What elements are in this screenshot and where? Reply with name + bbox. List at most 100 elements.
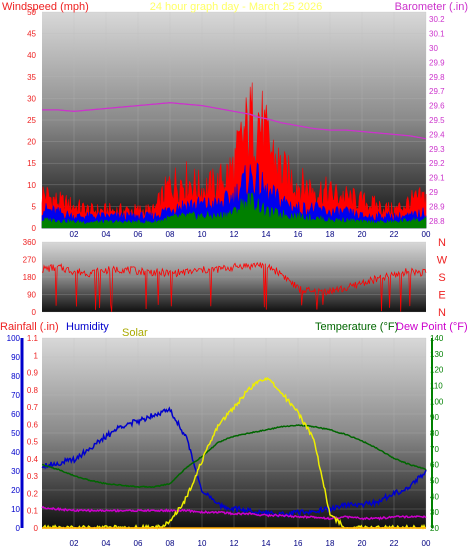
wind-x-tick-label: 10: [198, 230, 207, 239]
temp-tick-label: 50: [430, 477, 439, 486]
wind-tick-label: 40: [27, 51, 36, 60]
temp-tick-label: 130: [430, 350, 444, 359]
humidity-tick-label: 50: [11, 429, 20, 438]
rain-tick-label: 0.4: [27, 455, 39, 464]
temp-x-tick-label: 20: [358, 539, 367, 548]
wind-x-tick-label: 14: [262, 230, 271, 239]
temp-tick-label: 70: [430, 445, 439, 454]
wind-tick-label: 50: [27, 8, 36, 17]
baro-tick-label: 29.3: [429, 145, 445, 154]
wind-tick-label: 30: [27, 94, 36, 103]
temp-tick-label: 140: [430, 334, 444, 343]
direction-trace: [42, 261, 427, 313]
wind-series: [41, 82, 427, 229]
rain-tick-label: 0.1: [27, 507, 39, 516]
direction-tick-label: 0: [32, 308, 37, 317]
direction-grid: [42, 241, 426, 313]
direction-tick-label: 360: [23, 238, 37, 247]
baro-tick-label: 28.8: [429, 217, 445, 226]
compass-label: N: [438, 307, 446, 319]
compass-label: W: [437, 255, 448, 267]
humidity-line: [41, 406, 427, 519]
baro-tick-label: 29.8: [429, 73, 445, 82]
baro-tick-label: 29.2: [429, 159, 445, 168]
direction-series: [42, 261, 427, 313]
temp-ticks: 010203040506070809010000.10.20.30.40.50.…: [7, 334, 444, 548]
direction-tick-label: 90: [27, 291, 36, 300]
wind-tick-label: 0: [32, 224, 37, 233]
temp-tick-label: 90: [430, 413, 439, 422]
wind-x-tick-label: 00: [422, 230, 431, 239]
temp-x-tick-label: 18: [326, 539, 335, 548]
temp-tick-label: 20: [430, 524, 439, 533]
baro-tick-label: 30.1: [429, 30, 445, 39]
wind-tick-label: 15: [27, 159, 36, 168]
wind-x-tick-label: 08: [166, 230, 175, 239]
temperature-line: [41, 424, 427, 489]
direction-tick-label: 180: [23, 273, 37, 282]
rain-tick-label: 1: [34, 351, 39, 360]
wind-left-ticks: 0 5 10 15 20 25 30 35 40 45 50: [27, 8, 36, 233]
baro-tick-label: 29: [429, 188, 438, 197]
humidity-tick-label: 80: [11, 372, 20, 381]
humidity-tick-label: 60: [11, 410, 20, 419]
temp-x-tick-label: 06: [134, 539, 143, 548]
legend-rainfall: Rainfall (.in): [0, 321, 59, 333]
legend-temperature: Temperature (°F): [315, 321, 398, 333]
temp-x-tick-label: 00: [422, 539, 431, 548]
baro-tick-label: 29.1: [429, 174, 445, 183]
temp-x-tick-label: 14: [262, 539, 271, 548]
temp-x-tick-label: 08: [166, 539, 175, 548]
wind-x-tick-label: 12: [230, 230, 239, 239]
rain-tick-label: 0.6: [27, 420, 39, 429]
legend-solar: Solar: [122, 327, 148, 339]
wind-x-tick-label: 16: [294, 230, 303, 239]
barometer-line: [42, 102, 427, 140]
wind-gust-area: [41, 82, 427, 229]
temp-x-tick-label: 04: [102, 539, 111, 548]
baro-right-ticks: 28.8 28.9 29 29.1 29.2 29.3 29.4 29.5 29.6 29.7 29…: [429, 15, 445, 226]
humidity-tick-label: 40: [11, 448, 20, 457]
compass-label: N: [438, 237, 446, 249]
wind-tick-label: 45: [27, 30, 36, 39]
wind-x-tick-label: 18: [326, 230, 335, 239]
temp-tick-label: 110: [430, 382, 443, 391]
wind-x-ticks: 02 04 06 08 10 12 14 16 18 20 22 00: [70, 230, 431, 239]
wind-tick-label: 20: [27, 138, 36, 147]
legend-dewpoint: Dew Point (°F): [396, 321, 468, 333]
baro-tick-label: 28.9: [429, 202, 445, 211]
baro-tick-label: 29.5: [429, 116, 445, 125]
temp-x-tick-label: 16: [294, 539, 303, 548]
wind-x-tick-label: 22: [390, 230, 399, 239]
legend-humidity: Humidity: [66, 321, 109, 333]
temp-panel: 010203040506070809010000.10.20.30.40.50.…: [0, 321, 468, 548]
baro-tick-label: 29.9: [429, 58, 445, 67]
humidity-tick-label: 100: [7, 334, 21, 343]
baro-tick-label: 30.2: [429, 15, 445, 24]
rain-tick-label: 0.7: [27, 403, 39, 412]
compass-label: E: [438, 290, 445, 302]
temp-tick-label: 80: [430, 429, 439, 438]
temp-x-tick-label: 10: [198, 539, 207, 548]
wind-x-tick-label: 02: [70, 230, 79, 239]
humidity-tick-label: 10: [11, 505, 20, 514]
compass-label: S: [438, 272, 445, 284]
windspeed-axis-label: Windspeed (mph): [2, 1, 89, 13]
wind-x-tick-label: 04: [102, 230, 111, 239]
temp-tick-label: 120: [430, 366, 444, 375]
wind-tick-label: 5: [32, 202, 37, 211]
wind-tick-label: 25: [27, 116, 36, 125]
rain-tick-label: 0.3: [27, 472, 39, 481]
temp-x-tick-label: 12: [230, 539, 239, 548]
temp-series: [41, 376, 427, 530]
baro-tick-label: 29.4: [429, 130, 445, 139]
chart-title: 24 hour graph day - March 25 2026: [150, 1, 322, 13]
wind-tick-label: 35: [27, 73, 36, 82]
baro-tick-label: 30: [429, 44, 438, 53]
humidity-tick-label: 0: [16, 524, 21, 533]
rain-tick-label: 0.8: [27, 386, 39, 395]
